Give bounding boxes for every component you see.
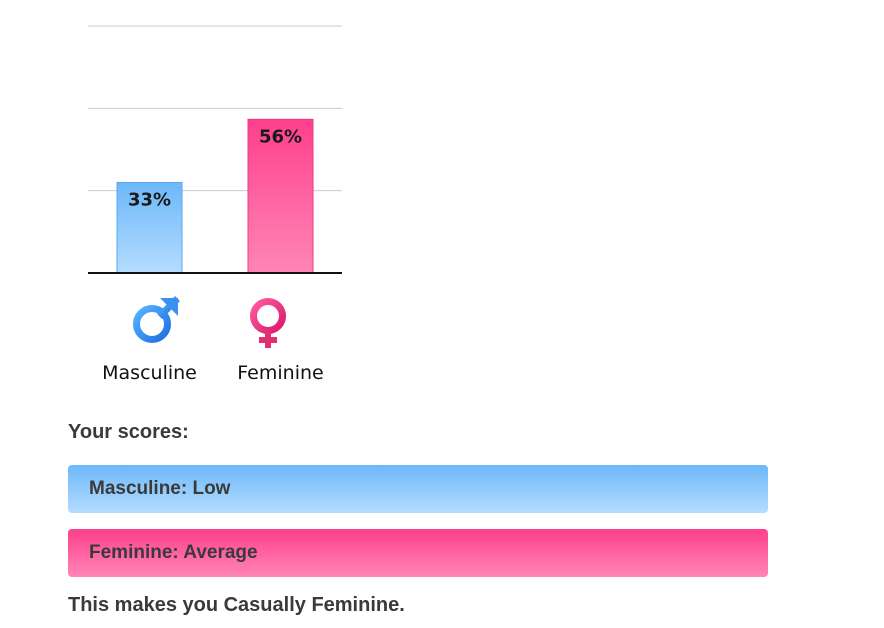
bar-masculine [116,181,183,274]
male-symbol-icon [133,296,180,343]
bar-value-label-feminine: 56% [259,126,302,147]
feminine-score-bar: Feminine: Average [68,529,768,577]
conclusion-text: This makes you Casually Feminine. [68,594,405,616]
category-label-masculine: Masculine [102,362,197,384]
gender-chart: 33% 56% Masculine Feminine [88,25,342,384]
masculine-score-bar: Masculine: Low [68,465,768,513]
female-symbol-icon [250,298,286,348]
category-label-feminine: Feminine [237,362,323,384]
category-labels: Masculine Feminine [102,362,324,384]
bar-value-label-masculine: 33% [128,189,171,210]
bars: 33% 56% [116,118,314,274]
scores-heading: Your scores: [68,421,189,443]
feminine-score-text: Feminine: Average [89,542,258,563]
bar-feminine [247,118,314,274]
masculine-score-text: Masculine: Low [89,478,231,499]
